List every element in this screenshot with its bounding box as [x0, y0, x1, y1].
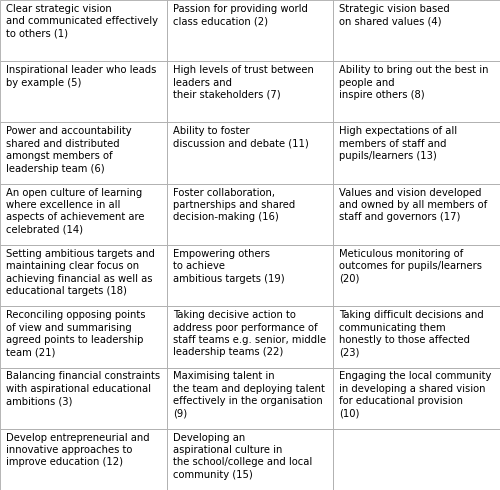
Bar — [334, 245, 500, 306]
Bar — [0, 245, 166, 306]
Bar — [0, 122, 166, 184]
Text: Balancing financial constraints
with aspirational educational
ambitions (3): Balancing financial constraints with asp… — [6, 371, 160, 406]
Bar — [0, 61, 166, 122]
Bar — [334, 368, 500, 429]
Text: Maximising talent in
the team and deploying talent
effectively in the organisati: Maximising talent in the team and deploy… — [172, 371, 324, 418]
Text: Passion for providing world
class education (2): Passion for providing world class educat… — [172, 4, 308, 26]
Text: Meticulous monitoring of
outcomes for pupils/learners
(20): Meticulous monitoring of outcomes for pu… — [340, 249, 482, 284]
Bar — [0, 429, 166, 490]
Bar — [334, 122, 500, 184]
Bar — [0, 368, 166, 429]
Text: Ability to foster
discussion and debate (11): Ability to foster discussion and debate … — [172, 126, 308, 149]
Bar — [166, 245, 334, 306]
Bar — [166, 368, 334, 429]
Bar — [0, 184, 166, 245]
Text: Inspirational leader who leads
by example (5): Inspirational leader who leads by exampl… — [6, 65, 156, 88]
Bar — [166, 61, 334, 122]
Bar — [0, 0, 166, 61]
Bar — [334, 0, 500, 61]
Bar — [166, 184, 334, 245]
Bar — [334, 184, 500, 245]
Text: Taking difficult decisions and
communicating them
honestly to those affected
(23: Taking difficult decisions and communica… — [340, 310, 484, 357]
Text: Develop entrepreneurial and
innovative approaches to
improve education (12): Develop entrepreneurial and innovative a… — [6, 433, 150, 467]
Bar — [166, 429, 334, 490]
Text: Clear strategic vision
and communicated effectively
to others (1): Clear strategic vision and communicated … — [6, 4, 158, 39]
Text: Strategic vision based
on shared values (4): Strategic vision based on shared values … — [340, 4, 450, 26]
Bar — [166, 306, 334, 368]
Text: High levels of trust between
leaders and
their stakeholders (7): High levels of trust between leaders and… — [172, 65, 314, 100]
Text: High expectations of all
members of staff and
pupils/learners (13): High expectations of all members of staf… — [340, 126, 458, 161]
Bar — [334, 429, 500, 490]
Text: Setting ambitious targets and
maintaining clear focus on
achieving financial as : Setting ambitious targets and maintainin… — [6, 249, 155, 296]
Text: Taking decisive action to
address poor performance of
staff teams e.g. senior, m: Taking decisive action to address poor p… — [172, 310, 326, 357]
Bar — [166, 122, 334, 184]
Bar — [334, 61, 500, 122]
Bar — [0, 306, 166, 368]
Text: Developing an
aspirational culture in
the school/college and local
community (15: Developing an aspirational culture in th… — [172, 433, 312, 480]
Text: Power and accountability
shared and distributed
amongst members of
leadership te: Power and accountability shared and dist… — [6, 126, 132, 173]
Text: Reconciling opposing points
of view and summarising
agreed points to leadership
: Reconciling opposing points of view and … — [6, 310, 145, 357]
Bar — [166, 0, 334, 61]
Text: Foster collaboration,
partnerships and shared
decision-making (16): Foster collaboration, partnerships and s… — [172, 188, 295, 222]
Text: Empowering others
to achieve
ambitious targets (19): Empowering others to achieve ambitious t… — [172, 249, 284, 284]
Text: Ability to bring out the best in
people and
inspire others (8): Ability to bring out the best in people … — [340, 65, 489, 100]
Text: Engaging the local community
in developing a shared vision
for educational provi: Engaging the local community in developi… — [340, 371, 492, 418]
Bar — [334, 306, 500, 368]
Text: An open culture of learning
where excellence in all
aspects of achievement are
c: An open culture of learning where excell… — [6, 188, 144, 235]
Text: Values and vision developed
and owned by all members of
staff and governors (17): Values and vision developed and owned by… — [340, 188, 488, 222]
